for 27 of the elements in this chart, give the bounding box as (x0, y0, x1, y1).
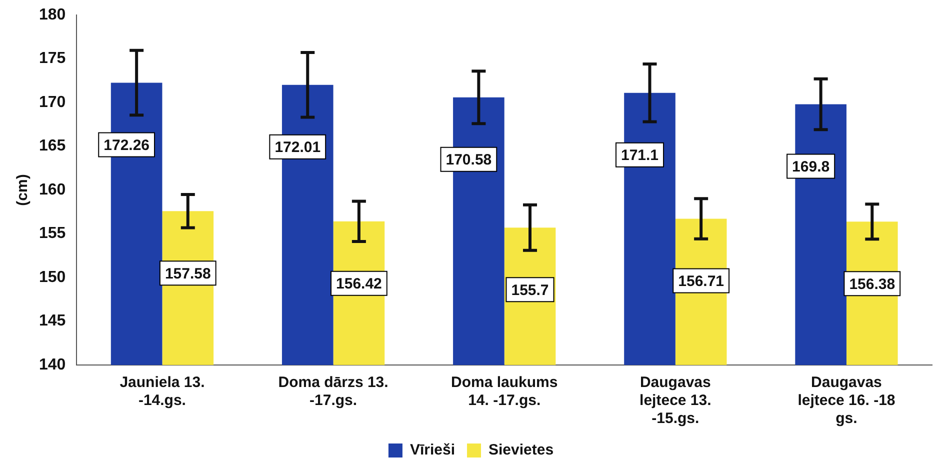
data-label: 169.8 (792, 158, 830, 176)
x-tick-label: Jauniela 13. -14.gs. (120, 374, 205, 410)
data-label: 156.71 (678, 272, 724, 290)
y-tick-label: 175 (38, 50, 66, 68)
y-tick-label: 170 (38, 94, 66, 111)
data-label: 170.58 (446, 152, 492, 169)
y-tick-label: 155 (38, 225, 66, 242)
data-label: 172.26 (104, 136, 150, 154)
x-tick-label: Daugavas lejtece 13. -15.gs. (640, 374, 712, 428)
data-label: 171.1 (620, 147, 659, 164)
y-tick-label: 165 (38, 138, 66, 155)
y-tick-label: 145 (38, 312, 66, 330)
legend-label: Vīrieši (410, 442, 455, 459)
y-axis-title: (cm) (14, 174, 32, 206)
data-label: 156.38 (849, 276, 896, 293)
legend-label: Sievietes (488, 442, 554, 459)
x-tick-label: Doma laukums 14. -17.gs. (450, 374, 558, 410)
data-label: 155.7 (511, 282, 549, 299)
y-tick-label: 150 (38, 268, 66, 286)
data-label: 156.42 (336, 275, 382, 292)
data-label: 157.58 (164, 265, 211, 282)
y-tick-label: 140 (38, 356, 66, 374)
y-tick-label: 160 (38, 181, 66, 198)
x-tick-label: Daugavas lejtece 16. -18 gs. (798, 374, 896, 428)
data-label: 172.01 (274, 139, 321, 156)
y-tick-label: 180 (38, 6, 66, 24)
x-tick-label: Doma dārzs 13. -17.gs. (278, 374, 388, 410)
